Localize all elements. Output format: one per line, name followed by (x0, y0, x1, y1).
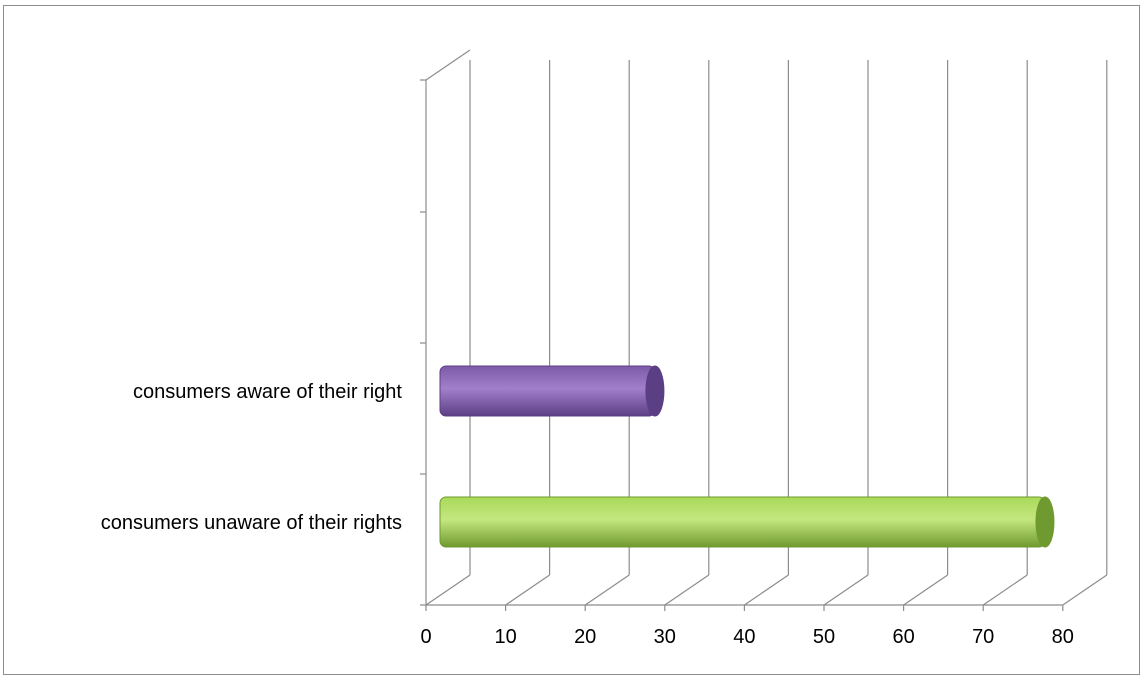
x-tick-label: 60 (892, 626, 914, 648)
gridlines (420, 49, 1108, 611)
x-tick-label: 50 (813, 626, 835, 648)
category-label: consumers aware of their right (133, 381, 402, 403)
bar-body (439, 496, 1046, 548)
bar-end-cap (645, 365, 665, 417)
bar-end-cap (1035, 496, 1055, 548)
wall-top-edge (425, 49, 471, 81)
floor-gridline (505, 574, 550, 606)
x-tick-label: 40 (733, 626, 755, 648)
floor-gridline (744, 574, 789, 606)
bar-body (439, 365, 656, 417)
x-tick-label: 10 (494, 626, 516, 648)
floor-gridline (425, 574, 471, 606)
bars (439, 365, 1055, 548)
floor-gridline (982, 574, 1028, 606)
chart-frame (3, 5, 1140, 675)
labels: 0 10 20 30 40 50 60 70 80 consumers unaware of th… (101, 381, 1074, 648)
floor-gridline (584, 574, 630, 606)
x-tick-label: 80 (1052, 626, 1074, 648)
x-tick-label: 30 (654, 626, 676, 648)
x-tick-label: 0 (420, 626, 431, 648)
floor-gridline (1062, 574, 1108, 606)
bar-1 (439, 365, 665, 417)
floor-gridline (664, 574, 710, 606)
floor-gridline (823, 574, 869, 606)
x-tick-label: 20 (574, 626, 596, 648)
category-label: consumers unaware of their rights (101, 512, 402, 534)
bar-0 (439, 496, 1055, 548)
x-tick-label: 70 (972, 626, 994, 648)
floor-gridline (903, 574, 948, 606)
